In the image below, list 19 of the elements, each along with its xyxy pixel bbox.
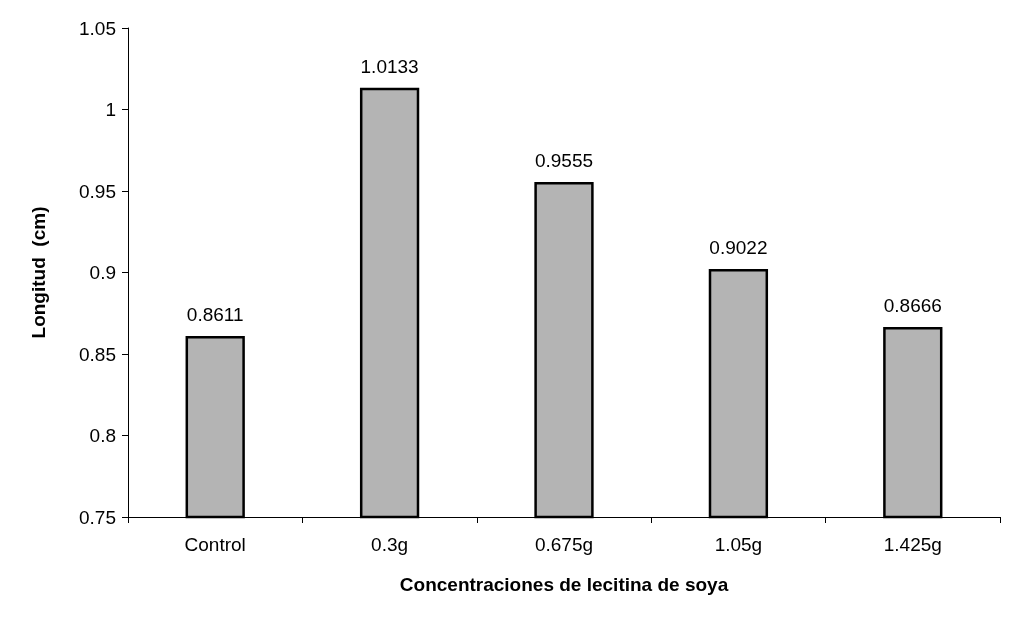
data-label: 0.9555: [534, 150, 594, 172]
data-label: 1.0133: [360, 55, 419, 77]
x-tick-label: 1.425g: [883, 534, 942, 555]
x-tick-label: 0.675g: [534, 534, 594, 555]
x-axis-title: Concentraciones de lecitina de soya: [399, 574, 729, 595]
y-tick-label: 0.95: [79, 180, 116, 202]
data-label: 0.9022: [709, 236, 768, 258]
y-tick-label: 0.85: [79, 343, 116, 365]
data-label: 0.8666: [883, 294, 942, 316]
x-tick-label: 1.05g: [714, 534, 763, 555]
data-label: 0.8611: [186, 303, 244, 325]
y-tick-label: 0.75: [79, 506, 116, 528]
y-tick-label: 0.9: [89, 262, 116, 283]
y-tick-label: 1: [105, 99, 116, 120]
y-axis-title: Longitud (cm): [28, 206, 49, 339]
x-tick-label: Control: [184, 534, 246, 555]
x-tick-label: 0.3g: [371, 534, 409, 555]
y-tick-label: 1.05: [79, 17, 116, 39]
y-tick-label: 0.8: [89, 425, 116, 446]
